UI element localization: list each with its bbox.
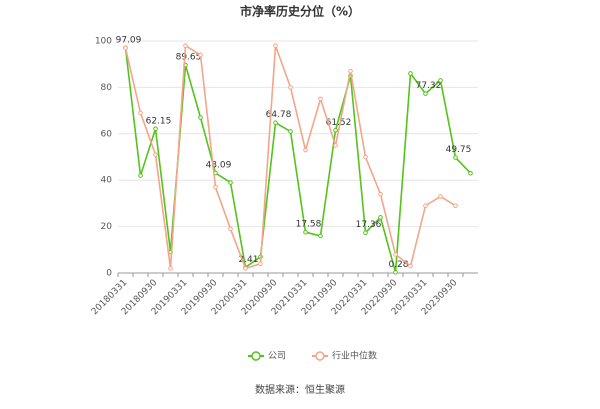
point [438, 194, 443, 199]
point [303, 147, 308, 153]
point [138, 173, 143, 178]
value-label: 43.09 [206, 161, 232, 171]
y-tick-label: 0 [106, 269, 112, 279]
value-label: 77.32 [416, 81, 442, 91]
y-tick-label: 40 [101, 176, 113, 186]
point [318, 233, 323, 239]
point [423, 203, 428, 209]
point [213, 184, 218, 190]
point [408, 71, 413, 76]
value-label: 64.78 [266, 110, 292, 120]
value-label: 0.28 [388, 260, 408, 270]
point [453, 155, 458, 160]
point [348, 68, 353, 74]
point [333, 143, 338, 148]
point [153, 152, 158, 157]
point [438, 78, 443, 83]
point [453, 203, 458, 209]
value-label: 62.15 [146, 116, 172, 126]
point [258, 261, 263, 267]
legend-item: 行业中位数 [312, 350, 377, 362]
point [153, 126, 158, 132]
y-tick-label: 100 [95, 37, 112, 47]
point [423, 91, 428, 96]
point [408, 263, 413, 269]
series-line [124, 47, 472, 273]
point [393, 252, 398, 257]
value-label: 17.36 [356, 220, 382, 230]
y-tick-label: 20 [101, 222, 113, 232]
series-line [124, 44, 456, 270]
y-tick-label: 80 [101, 83, 113, 93]
point [288, 129, 293, 134]
point [138, 110, 143, 116]
point [273, 120, 278, 126]
value-label: 49.75 [446, 145, 472, 155]
point [273, 43, 278, 48]
chart-title: 市净率历史分位（%） [240, 4, 360, 19]
point [468, 170, 473, 176]
legend-marker [251, 351, 261, 361]
point [123, 45, 128, 51]
point [243, 266, 248, 271]
y-tick-label: 60 [101, 129, 113, 139]
point [228, 226, 233, 232]
point [378, 191, 383, 197]
point [168, 266, 173, 271]
point [333, 127, 338, 133]
source: 数据来源：恒生聚源 [255, 383, 345, 396]
legend-marker [315, 351, 325, 361]
legend-label: 行业中位数 [332, 350, 377, 362]
point [198, 115, 203, 120]
point [393, 270, 398, 275]
point [378, 215, 383, 220]
value-label: 17.58 [296, 220, 322, 230]
legend-item: 公司 [248, 351, 286, 362]
value-label: 97.09 [116, 35, 142, 45]
point [303, 229, 308, 235]
point [363, 154, 368, 160]
value-label: 61.52 [326, 118, 352, 128]
legend-label: 公司 [268, 351, 286, 362]
point [228, 180, 233, 185]
point [183, 43, 188, 48]
point [198, 52, 203, 58]
value-label: 89.65 [176, 53, 202, 63]
point [288, 85, 293, 90]
point [363, 230, 368, 236]
point [318, 96, 323, 102]
value-label: 2.41 [238, 255, 258, 265]
